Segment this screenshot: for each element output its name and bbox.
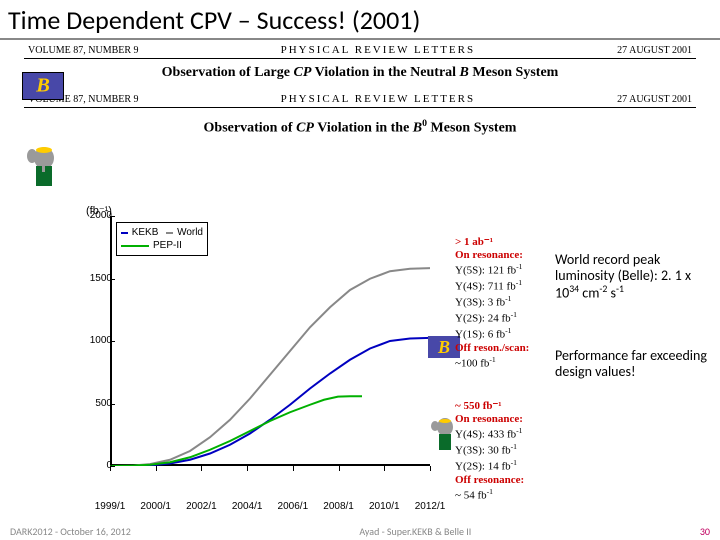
footer-center: Ayad - Super.KEKB & Belle II: [359, 525, 471, 538]
journal-name: PHYSICAL REVIEW LETTERS: [281, 44, 476, 56]
journal-date: 27 AUGUST 2001: [617, 45, 692, 56]
babar-elephant-icon: [26, 144, 62, 190]
svg-text:B: B: [35, 75, 50, 97]
journal-date: 27 AUGUST 2001: [617, 94, 692, 105]
journal-header-1: VOLUME 87, NUMBER 9 PHYSICAL REVIEW LETT…: [0, 40, 720, 56]
data-panel-bottom: ~ 550 fb⁻¹ On resonance: Υ(4S): 433 fb-1…: [455, 400, 565, 503]
svg-text:B: B: [437, 337, 450, 357]
paper-title-1: Observation of Large CP Violation in the…: [0, 59, 720, 83]
data-panel-top: > 1 ab⁻¹ On resonance: Υ(5S): 121 fb-1 Υ…: [455, 236, 565, 371]
legend-item: KEKBWorld: [121, 226, 203, 239]
footer-left: DARK2012 - October 16, 2012: [10, 525, 131, 538]
slide-footer: DARK2012 - October 16, 2012 Ayad - Super…: [0, 525, 720, 538]
commentary-2: Performance far exceeding design values!: [555, 348, 715, 380]
luminosity-chart: (fb⁻¹) KEKBWorld PEP-II 0500100015002000…: [70, 206, 440, 496]
paper-title-2: Observation of CP Violation in the B0 Me…: [0, 108, 720, 139]
page-number: 30: [700, 525, 710, 538]
journal-name: PHYSICAL REVIEW LETTERS: [281, 93, 476, 105]
chart-legend: KEKBWorld PEP-II: [116, 222, 208, 256]
journal-header-2: VOLUME 87, NUMBER 9 PHYSICAL REVIEW LETT…: [0, 89, 720, 105]
commentary-1: World record peak luminosity (Belle): 2.…: [555, 252, 715, 302]
belle-logo: B: [22, 72, 64, 100]
vol-num: VOLUME 87, NUMBER 9: [28, 45, 139, 56]
slide-title: Time Dependent CPV – Success! (2001): [0, 0, 720, 40]
legend-item: PEP-II: [121, 239, 203, 252]
